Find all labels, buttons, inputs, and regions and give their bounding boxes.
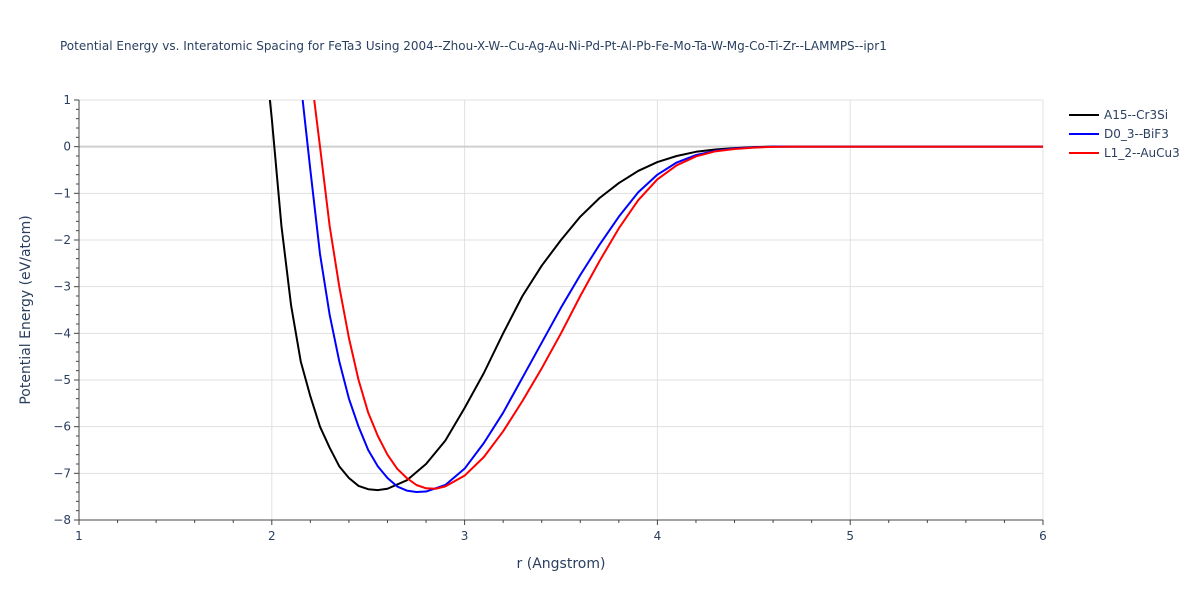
axes: 1 2 3 4 5 6 1 0 −1 −2 −3 −4 −5 −6 −7 −8	[53, 93, 1047, 543]
legend-label-2: D0_3--BiF3	[1104, 127, 1169, 141]
x-axis-title: r (Angstrom)	[517, 556, 606, 572]
x-tick-label-3: 4	[654, 529, 662, 543]
legend-item-3[interactable]: L1_2--AuCu3	[1069, 146, 1180, 160]
series-line-3	[313, 100, 1043, 490]
x-tick-label-1: 2	[268, 529, 276, 543]
y-tick-label-2: −1	[53, 186, 71, 200]
legend-item-2[interactable]: D0_3--BiF3	[1069, 127, 1169, 141]
legend-item-1[interactable]: A15--Cr3Si	[1069, 108, 1168, 122]
legend-label-3: L1_2--AuCu3	[1104, 146, 1180, 160]
x-axis-ticks: 1 2 3 4 5 6	[75, 520, 1047, 543]
x-tick-label-0: 1	[75, 529, 83, 543]
y-tick-label-1: 0	[63, 140, 71, 154]
series-line-2	[301, 100, 1043, 493]
y-tick-label-7: −6	[53, 420, 71, 434]
y-tick-label-9: −8	[53, 513, 71, 527]
x-tick-label-5: 6	[1039, 529, 1047, 543]
x-tick-label-2: 3	[461, 529, 469, 543]
y-tick-label-3: −2	[53, 233, 71, 247]
x-tick-label-4: 5	[846, 529, 854, 543]
y-tick-label-6: −5	[53, 373, 71, 387]
chart-title: Potential Energy vs. Interatomic Spacing…	[60, 39, 887, 53]
y-tick-label-5: −4	[53, 326, 71, 340]
legend[interactable]: A15--Cr3Si D0_3--BiF3 L1_2--AuCu3	[1069, 108, 1180, 160]
series-layer	[268, 100, 1043, 493]
plot-area	[79, 100, 1043, 493]
y-tick-label-0: 1	[63, 93, 71, 107]
grid-lines	[78, 99, 1044, 521]
y-tick-label-4: −3	[53, 280, 71, 294]
series-line-1	[268, 100, 1043, 492]
y-axis-ticks: 1 0 −1 −2 −3 −4 −5 −6 −7 −8	[53, 93, 79, 527]
y-tick-label-8: −7	[53, 466, 71, 480]
y-axis-title: Potential Energy (eV/atom)	[18, 215, 34, 404]
legend-label-1: A15--Cr3Si	[1104, 108, 1168, 122]
